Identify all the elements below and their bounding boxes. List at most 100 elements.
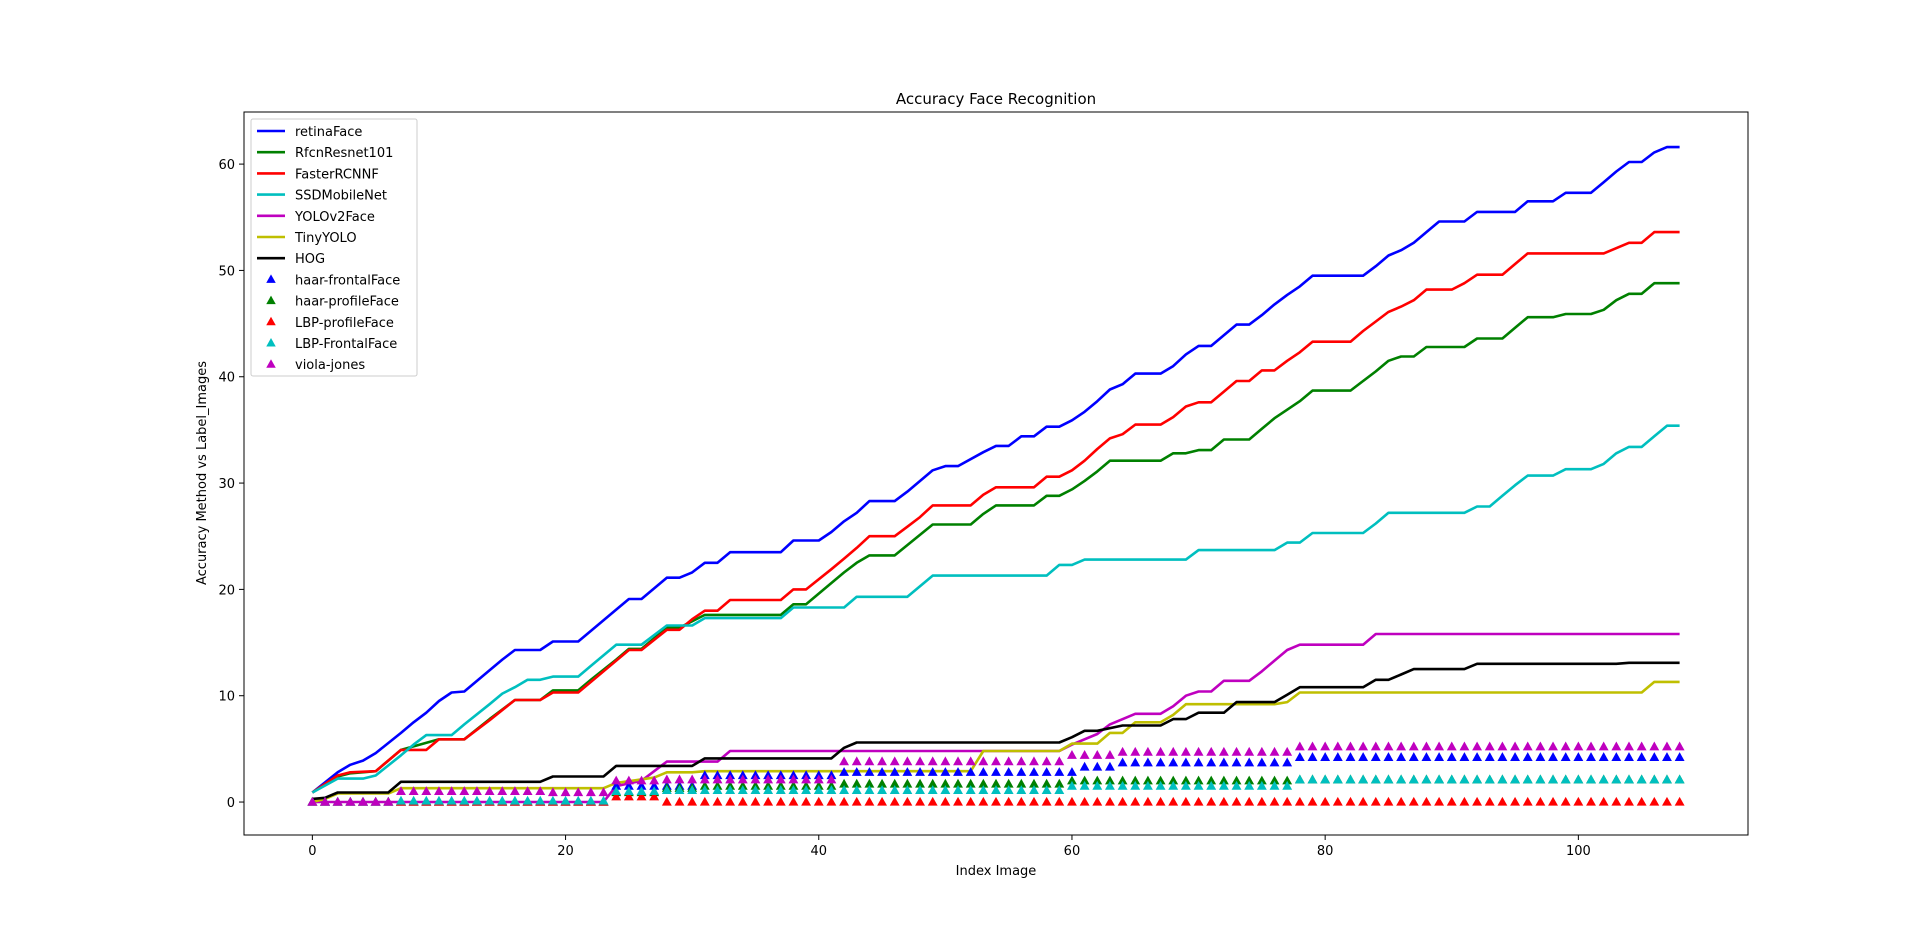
marker-lbp-frontalface <box>1421 774 1432 784</box>
marker-viola-jones <box>763 774 774 784</box>
marker-lbp-profileface <box>611 791 622 801</box>
marker-haar-frontalface <box>1067 767 1077 776</box>
marker-haar-frontalface <box>1472 752 1483 762</box>
marker-lbp-frontalface <box>1332 774 1343 784</box>
marker-lbp-frontalface <box>826 785 837 794</box>
marker-lbp-frontalface <box>1142 780 1153 790</box>
marker-lbp-profileface <box>1434 796 1445 806</box>
marker-lbp-frontalface <box>1307 774 1318 784</box>
marker-haar-profileface <box>1244 775 1255 785</box>
marker-lbp-profileface <box>699 796 710 806</box>
marker-viola-jones <box>459 786 470 796</box>
marker-haar-frontalface <box>623 780 634 790</box>
marker-viola-jones <box>370 796 381 806</box>
marker-lbp-profileface <box>1446 796 1457 806</box>
marker-viola-jones <box>623 775 634 785</box>
marker-viola-jones <box>1624 741 1634 751</box>
marker-haar-frontalface <box>927 767 938 776</box>
marker-viola-jones <box>1434 741 1445 751</box>
marker-viola-jones <box>1282 746 1293 756</box>
x-tick-label: 0 <box>308 844 316 859</box>
marker-lbp-frontalface <box>1041 785 1052 794</box>
marker-viola-jones <box>1510 741 1520 751</box>
marker-viola-jones <box>1142 746 1153 756</box>
marker-viola-jones <box>953 756 963 766</box>
marker-lbp-frontalface <box>725 785 736 794</box>
marker-viola-jones <box>1408 741 1419 751</box>
marker-haar-frontalface <box>1674 752 1685 762</box>
marker-haar-frontalface <box>1218 757 1229 767</box>
marker-lbp-profileface <box>1218 796 1229 806</box>
legend-swatch-marker <box>266 295 276 305</box>
marker-viola-jones <box>1003 756 1014 766</box>
marker-viola-jones <box>813 774 824 784</box>
legend-label: haar-profileFace <box>295 295 399 310</box>
legend-entry: retinaFace <box>257 125 362 140</box>
marker-lbp-frontalface <box>434 795 444 805</box>
marker-viola-jones <box>421 786 432 796</box>
marker-lbp-frontalface <box>712 785 723 794</box>
marker-lbp-profileface <box>1636 796 1647 806</box>
marker-viola-jones <box>358 796 368 806</box>
marker-lbp-profileface <box>940 796 951 806</box>
marker-viola-jones <box>535 786 546 796</box>
marker-lbp-frontalface <box>1408 774 1419 784</box>
x-tick-label: 100 <box>1566 844 1591 859</box>
marker-lbp-frontalface <box>1497 774 1508 784</box>
marker-haar-profileface <box>1142 775 1153 785</box>
marker-lbp-frontalface <box>611 786 622 796</box>
marker-haar-frontalface <box>1320 752 1331 762</box>
marker-lbp-profileface <box>889 796 900 806</box>
marker-viola-jones <box>1029 756 1039 766</box>
marker-lbp-frontalface <box>1548 774 1558 784</box>
marker-lbp-profileface <box>775 796 786 806</box>
marker-haar-profileface <box>1067 775 1077 785</box>
legend-entry: LBP-profileFace <box>266 316 394 331</box>
marker-viola-jones <box>1320 741 1331 751</box>
marker-lbp-profileface <box>661 796 672 806</box>
marker-lbp-profileface <box>826 796 837 806</box>
marker-haar-frontalface <box>1054 767 1065 776</box>
marker-lbp-frontalface <box>953 785 963 794</box>
marker-lbp-frontalface <box>649 786 660 796</box>
marker-viola-jones <box>320 796 330 806</box>
marker-lbp-profileface <box>1269 796 1280 806</box>
marker-lbp-profileface <box>1535 796 1546 806</box>
marker-haar-profileface <box>1269 775 1280 785</box>
marker-lbp-frontalface <box>472 795 482 805</box>
marker-lbp-profileface <box>927 796 938 806</box>
marker-haar-frontalface <box>965 767 976 776</box>
marker-viola-jones <box>889 756 900 766</box>
marker-viola-jones <box>560 787 571 797</box>
marker-haar-frontalface <box>1624 752 1634 762</box>
legend-entry: YOLOv2Face <box>257 210 375 225</box>
legend-swatch-marker <box>266 316 276 326</box>
legend-label: retinaFace <box>295 125 362 140</box>
marker-haar-frontalface <box>1307 752 1318 762</box>
marker-viola-jones <box>1636 741 1647 751</box>
marker-viola-jones <box>307 796 318 806</box>
marker-lbp-frontalface <box>1193 780 1204 790</box>
marker-haar-profileface <box>1180 775 1191 785</box>
plot-area <box>307 145 1685 806</box>
marker-haar-profileface <box>1130 775 1141 785</box>
marker-viola-jones <box>1497 741 1508 751</box>
marker-haar-frontalface <box>889 767 900 776</box>
marker-viola-jones <box>801 774 812 784</box>
marker-lbp-profileface <box>1117 796 1128 806</box>
legend-entry: viola-jones <box>266 358 365 373</box>
marker-haar-profileface <box>1054 778 1065 788</box>
marker-lbp-frontalface <box>446 795 457 805</box>
y-axis-label: Accuracy Method vs Label_Images <box>195 361 210 585</box>
marker-haar-frontalface <box>915 767 925 776</box>
marker-haar-frontalface <box>1649 752 1660 762</box>
series-line-hog <box>312 661 1680 801</box>
marker-lbp-profileface <box>1092 796 1103 806</box>
marker-viola-jones <box>1206 746 1217 756</box>
marker-lbp-profileface <box>649 791 660 801</box>
marker-lbp-frontalface <box>623 786 634 796</box>
marker-lbp-frontalface <box>687 785 698 794</box>
marker-lbp-profileface <box>864 796 875 806</box>
marker-viola-jones <box>877 756 888 766</box>
